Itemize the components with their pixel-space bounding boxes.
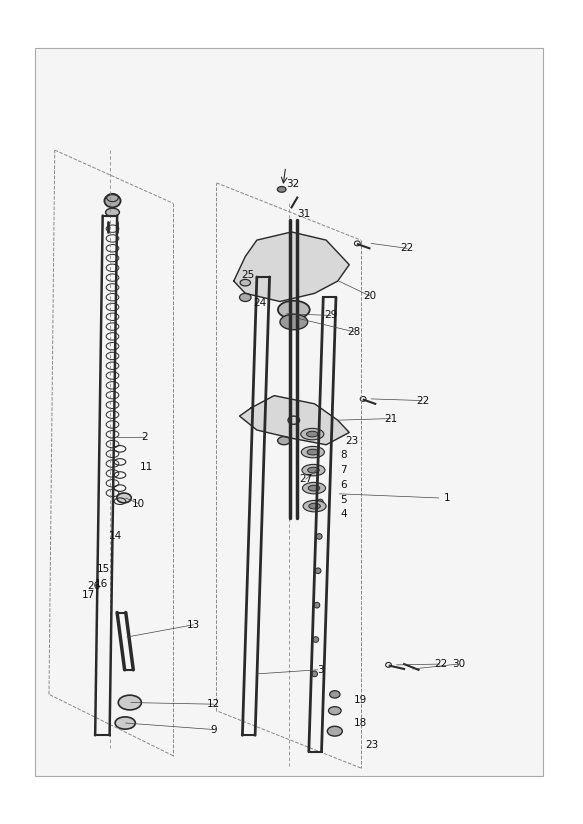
- Ellipse shape: [329, 691, 340, 698]
- Text: 18: 18: [354, 718, 367, 728]
- Text: 20: 20: [363, 291, 376, 301]
- Ellipse shape: [301, 447, 324, 458]
- Ellipse shape: [301, 428, 324, 440]
- Ellipse shape: [328, 707, 341, 715]
- Text: 22: 22: [434, 659, 447, 669]
- Text: 9: 9: [210, 724, 217, 734]
- Text: 23: 23: [346, 436, 359, 446]
- Text: 5: 5: [340, 494, 347, 504]
- Text: 30: 30: [452, 659, 465, 669]
- Ellipse shape: [303, 482, 325, 494]
- Ellipse shape: [278, 437, 290, 445]
- Ellipse shape: [312, 671, 318, 677]
- Text: 31: 31: [297, 209, 311, 219]
- Text: 1: 1: [444, 493, 451, 503]
- Ellipse shape: [303, 500, 326, 512]
- Ellipse shape: [307, 449, 319, 455]
- Text: 21: 21: [384, 414, 398, 424]
- Text: 23: 23: [366, 740, 379, 750]
- Text: 8: 8: [340, 451, 347, 461]
- Ellipse shape: [278, 186, 286, 192]
- Text: 29: 29: [324, 311, 338, 321]
- Text: 14: 14: [109, 531, 122, 541]
- Ellipse shape: [280, 314, 308, 330]
- Ellipse shape: [278, 301, 310, 319]
- Text: 19: 19: [354, 695, 367, 705]
- Text: 4: 4: [340, 509, 347, 519]
- Text: 3: 3: [317, 665, 324, 675]
- Ellipse shape: [240, 293, 251, 302]
- Polygon shape: [234, 232, 349, 302]
- Ellipse shape: [115, 717, 135, 729]
- Ellipse shape: [314, 602, 320, 608]
- Text: 28: 28: [347, 327, 360, 337]
- Ellipse shape: [313, 637, 319, 643]
- Text: 22: 22: [401, 243, 413, 253]
- Text: 6: 6: [340, 480, 347, 489]
- Ellipse shape: [318, 499, 323, 505]
- Ellipse shape: [308, 485, 320, 491]
- Ellipse shape: [307, 431, 318, 437]
- Ellipse shape: [117, 493, 131, 503]
- Ellipse shape: [104, 194, 121, 208]
- Text: 11: 11: [139, 461, 153, 472]
- Polygon shape: [240, 396, 349, 445]
- Text: 16: 16: [94, 579, 108, 589]
- Ellipse shape: [106, 208, 120, 217]
- Text: 7: 7: [340, 465, 347, 475]
- Text: 32: 32: [287, 180, 300, 190]
- Ellipse shape: [308, 467, 319, 473]
- Ellipse shape: [327, 726, 342, 736]
- Ellipse shape: [302, 465, 325, 475]
- Text: 26: 26: [87, 581, 101, 591]
- Ellipse shape: [118, 695, 141, 710]
- Text: 10: 10: [132, 499, 145, 508]
- Ellipse shape: [315, 568, 321, 574]
- Text: 25: 25: [241, 269, 255, 279]
- Ellipse shape: [317, 533, 322, 539]
- Text: 13: 13: [187, 620, 200, 630]
- Text: 24: 24: [253, 298, 266, 308]
- Text: 27: 27: [299, 474, 312, 485]
- FancyBboxPatch shape: [34, 48, 543, 776]
- Text: 17: 17: [82, 590, 95, 601]
- Ellipse shape: [240, 279, 251, 286]
- Ellipse shape: [309, 503, 321, 509]
- Text: 2: 2: [141, 432, 147, 442]
- Text: 12: 12: [207, 700, 220, 709]
- Text: 15: 15: [97, 564, 110, 574]
- Text: 22: 22: [416, 396, 430, 405]
